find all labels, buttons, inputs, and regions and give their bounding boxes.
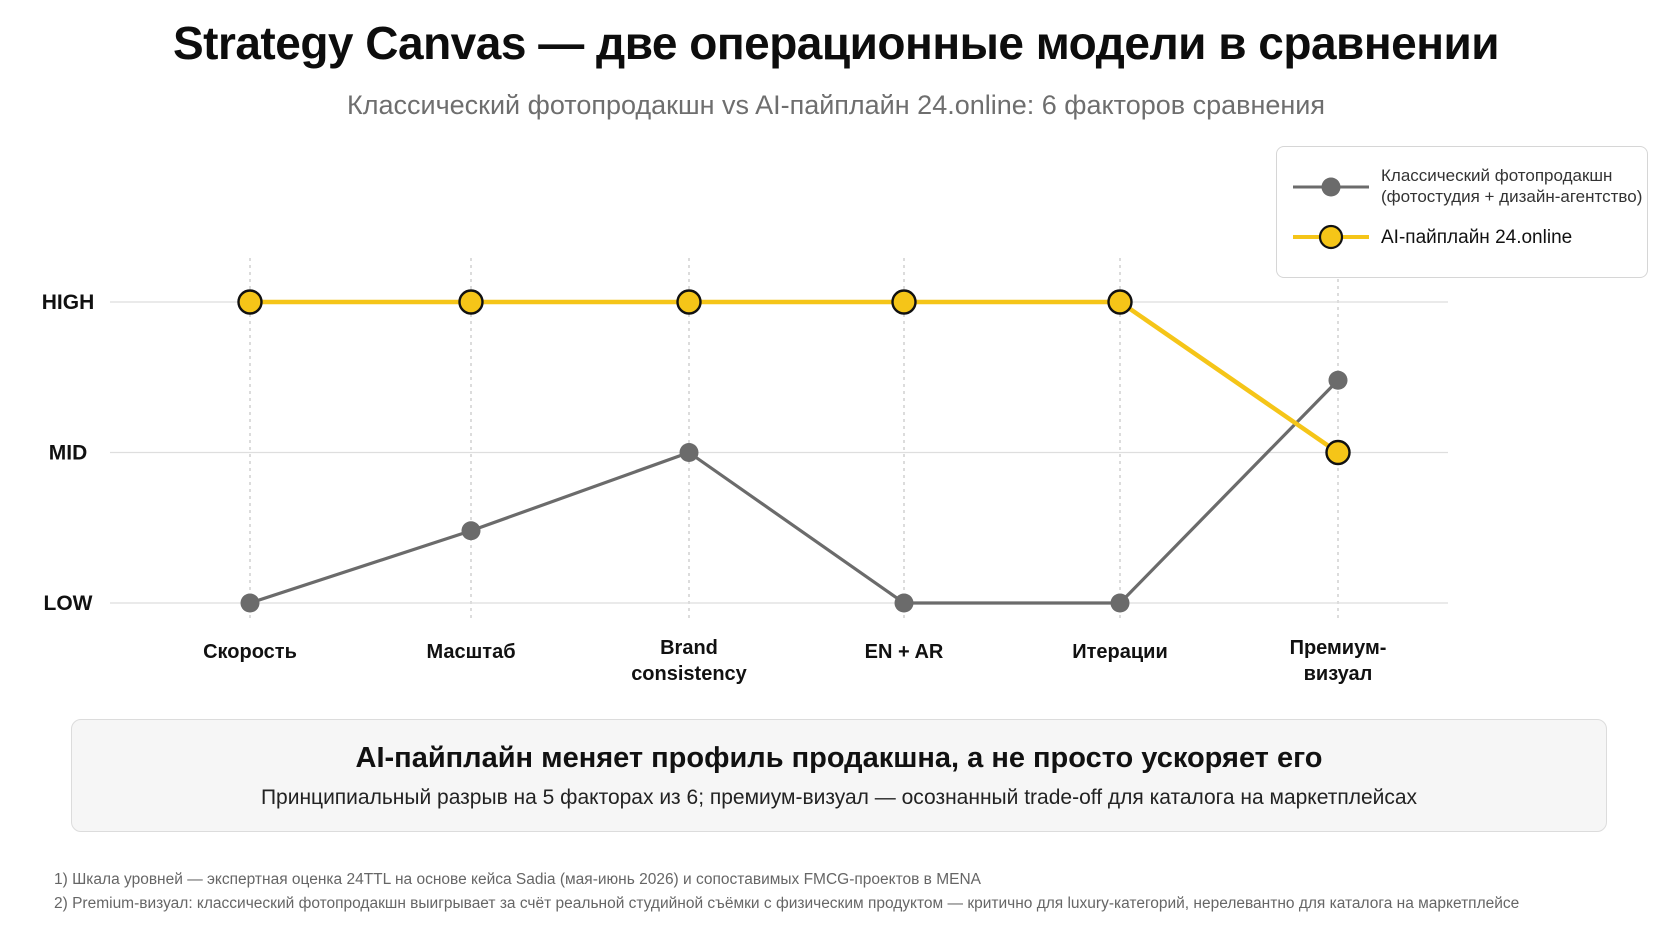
chart-legend: Классический фотопродакшн (фотостудия + … (1276, 146, 1648, 278)
x-tick-label-3: EN + AR (865, 641, 944, 663)
key-takeaway-box: AI-пайплайн меняет профиль продакшна, а … (71, 719, 1607, 832)
key-takeaway-title: AI-пайплайн меняет профиль продакшна, а … (355, 742, 1323, 774)
x-tick-label-2-line1: Brand (660, 637, 718, 659)
chart-title: Strategy Canvas — две операционные модел… (172, 17, 1500, 69)
legend-swatch-ai (1293, 224, 1369, 250)
x-tick-label-4: Итерации (1072, 641, 1168, 663)
x-tick-label-0: Скорость (203, 641, 297, 663)
y-tick-label-low: LOW (44, 592, 93, 615)
strategy-canvas-chart: LOW MID HIGH Скорость Масштаб Brand consistenc… (42, 258, 1448, 685)
data-point-classic-0 (240, 593, 260, 613)
y-tick-label-high: HIGH (42, 291, 95, 314)
x-tick-label-1: Масштаб (426, 641, 515, 663)
data-point-ai-5 (1325, 439, 1351, 466)
legend-label-classic-line1: Классический фотопродакшн (1381, 166, 1613, 185)
footnote-1: 1) Шкала уровней — экспертная оценка 24T… (54, 871, 982, 888)
data-point-ai-1 (458, 289, 484, 315)
data-point-classic-3 (894, 593, 914, 613)
legend-label-ai: AI-пайплайн 24.online (1381, 227, 1573, 248)
x-tick-label-5-line2: визуал (1304, 663, 1373, 685)
key-takeaway-text: Принципиальный разрыв на 5 факторах из 6… (260, 786, 1418, 809)
data-point-classic-1 (461, 521, 481, 541)
data-point-classic-5 (1328, 370, 1348, 390)
data-point-ai-4 (1107, 289, 1133, 315)
chart-subtitle: Классический фотопродакшн vs AI-пайплайн… (346, 90, 1326, 120)
data-point-ai-3 (891, 289, 917, 315)
legend-label-classic-line2: (фотостудия + дизайн-агентство) (1381, 187, 1643, 206)
x-tick-label-5-line1: Премиум- (1290, 637, 1387, 659)
footnotes: 1) Шкала уровней — экспертная оценка 24T… (54, 868, 1519, 916)
data-point-ai-2 (676, 289, 702, 315)
data-point-ai-0 (237, 289, 263, 315)
series-line-classic (249, 379, 1340, 605)
y-tick-label-mid: MID (49, 442, 88, 465)
x-tick-label-2-line2: consistency (631, 663, 747, 685)
legend-swatch-classic (1293, 177, 1369, 197)
footnote-2: 2) Premium-визуал: классический фотопрод… (54, 895, 1520, 912)
series-line-ai (250, 299, 1340, 455)
data-point-classic-4 (1110, 593, 1130, 613)
data-point-classic-2 (679, 443, 699, 462)
